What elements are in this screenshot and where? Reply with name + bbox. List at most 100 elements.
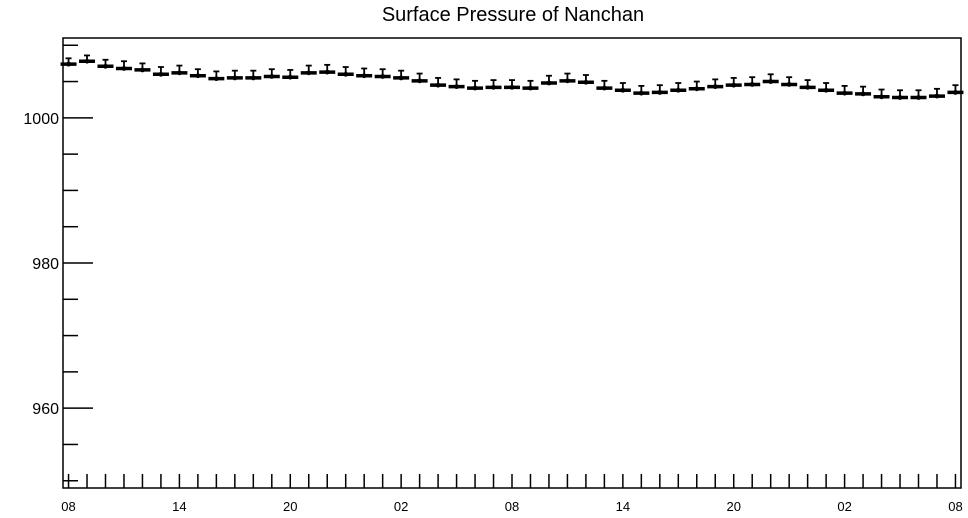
- x-axis: 08 14 20 02 08 14 20 02 08: [61, 474, 963, 514]
- point-marker: [398, 75, 404, 81]
- point-marker: [731, 82, 737, 88]
- point-marker: [158, 71, 164, 77]
- x-tick-label: 08: [948, 499, 962, 514]
- point-marker: [675, 87, 681, 93]
- series: [60, 54, 964, 100]
- y-axis: 960 980 1000: [23, 44, 93, 482]
- point-marker: [583, 79, 589, 85]
- data-point: [226, 69, 243, 81]
- x-tick-label: 02: [394, 499, 408, 514]
- point-marker: [916, 95, 921, 100]
- point-marker: [121, 66, 127, 71]
- point-marker: [324, 69, 330, 75]
- data-point: [337, 66, 354, 77]
- point-marker: [287, 74, 293, 80]
- data-point: [818, 82, 835, 93]
- point-marker: [140, 67, 145, 73]
- x-tick-label: 08: [61, 499, 75, 514]
- x-tick-label: 14: [172, 499, 186, 514]
- data-point: [910, 89, 927, 100]
- data-point: [485, 79, 502, 90]
- data-point: [540, 74, 557, 86]
- point-marker: [232, 75, 238, 81]
- data-point: [300, 64, 317, 76]
- point-marker: [601, 85, 607, 91]
- data-point: [744, 76, 761, 87]
- point-marker: [103, 63, 108, 69]
- point-marker: [177, 70, 182, 76]
- x-tick-label: 08: [505, 499, 519, 514]
- point-marker: [546, 80, 552, 86]
- data-point: [134, 62, 151, 73]
- data-point: [467, 79, 484, 91]
- data-point: [855, 85, 872, 97]
- point-marker: [306, 70, 312, 76]
- point-marker: [953, 90, 958, 95]
- data-point: [171, 64, 188, 76]
- data-point: [928, 87, 945, 99]
- y-tick-label: 960: [32, 401, 59, 418]
- point-marker: [768, 79, 774, 84]
- data-point: [799, 79, 816, 90]
- data-point: [282, 69, 299, 80]
- point-marker: [380, 74, 386, 79]
- point-marker: [823, 87, 829, 93]
- point-marker: [454, 84, 459, 90]
- point-marker: [842, 90, 847, 96]
- data-point: [393, 69, 410, 81]
- point-marker: [879, 94, 884, 100]
- data-point: [374, 68, 391, 79]
- data-point: [208, 70, 225, 82]
- point-marker: [509, 84, 515, 90]
- point-marker: [417, 78, 423, 84]
- point-marker: [694, 86, 700, 92]
- data-point: [688, 80, 705, 92]
- data-point: [559, 72, 576, 84]
- point-marker: [786, 82, 792, 87]
- point-marker: [565, 78, 570, 84]
- x-tick-label: 02: [837, 499, 851, 514]
- data-point: [651, 84, 668, 95]
- y-tick-label: 1000: [23, 111, 59, 128]
- data-point: [356, 67, 373, 79]
- point-marker: [195, 73, 201, 79]
- data-point: [633, 85, 650, 96]
- data-point: [448, 78, 465, 90]
- data-point: [60, 57, 77, 67]
- point-marker: [860, 91, 866, 97]
- point-marker: [472, 85, 478, 91]
- data-point: [115, 60, 132, 71]
- point-marker: [638, 90, 644, 96]
- plot-frame: [62, 37, 962, 489]
- data-point: [707, 78, 724, 90]
- point-marker: [528, 85, 533, 91]
- data-point: [79, 54, 96, 64]
- point-marker: [749, 82, 755, 87]
- data-point: [263, 68, 280, 79]
- data-point: [245, 69, 262, 81]
- data-point: [670, 82, 687, 93]
- data-point: [189, 68, 206, 79]
- data-point: [97, 58, 114, 69]
- point-marker: [934, 93, 940, 99]
- data-point: [947, 84, 964, 95]
- point-marker: [435, 82, 441, 88]
- data-point: [504, 79, 520, 90]
- point-marker: [213, 76, 219, 82]
- point-marker: [250, 75, 256, 81]
- data-point: [596, 79, 613, 91]
- data-point: [411, 72, 428, 84]
- point-marker: [66, 61, 71, 67]
- x-tick-label: 20: [283, 499, 297, 514]
- x-tick-label: 20: [726, 499, 740, 514]
- data-point: [152, 66, 169, 77]
- data-point: [319, 63, 336, 75]
- point-marker: [620, 87, 626, 93]
- data-point: [873, 88, 890, 100]
- x-tick-label: 14: [616, 499, 630, 514]
- point-marker: [805, 84, 811, 90]
- data-point: [522, 79, 539, 91]
- point-marker: [343, 71, 349, 77]
- point-marker: [897, 95, 903, 100]
